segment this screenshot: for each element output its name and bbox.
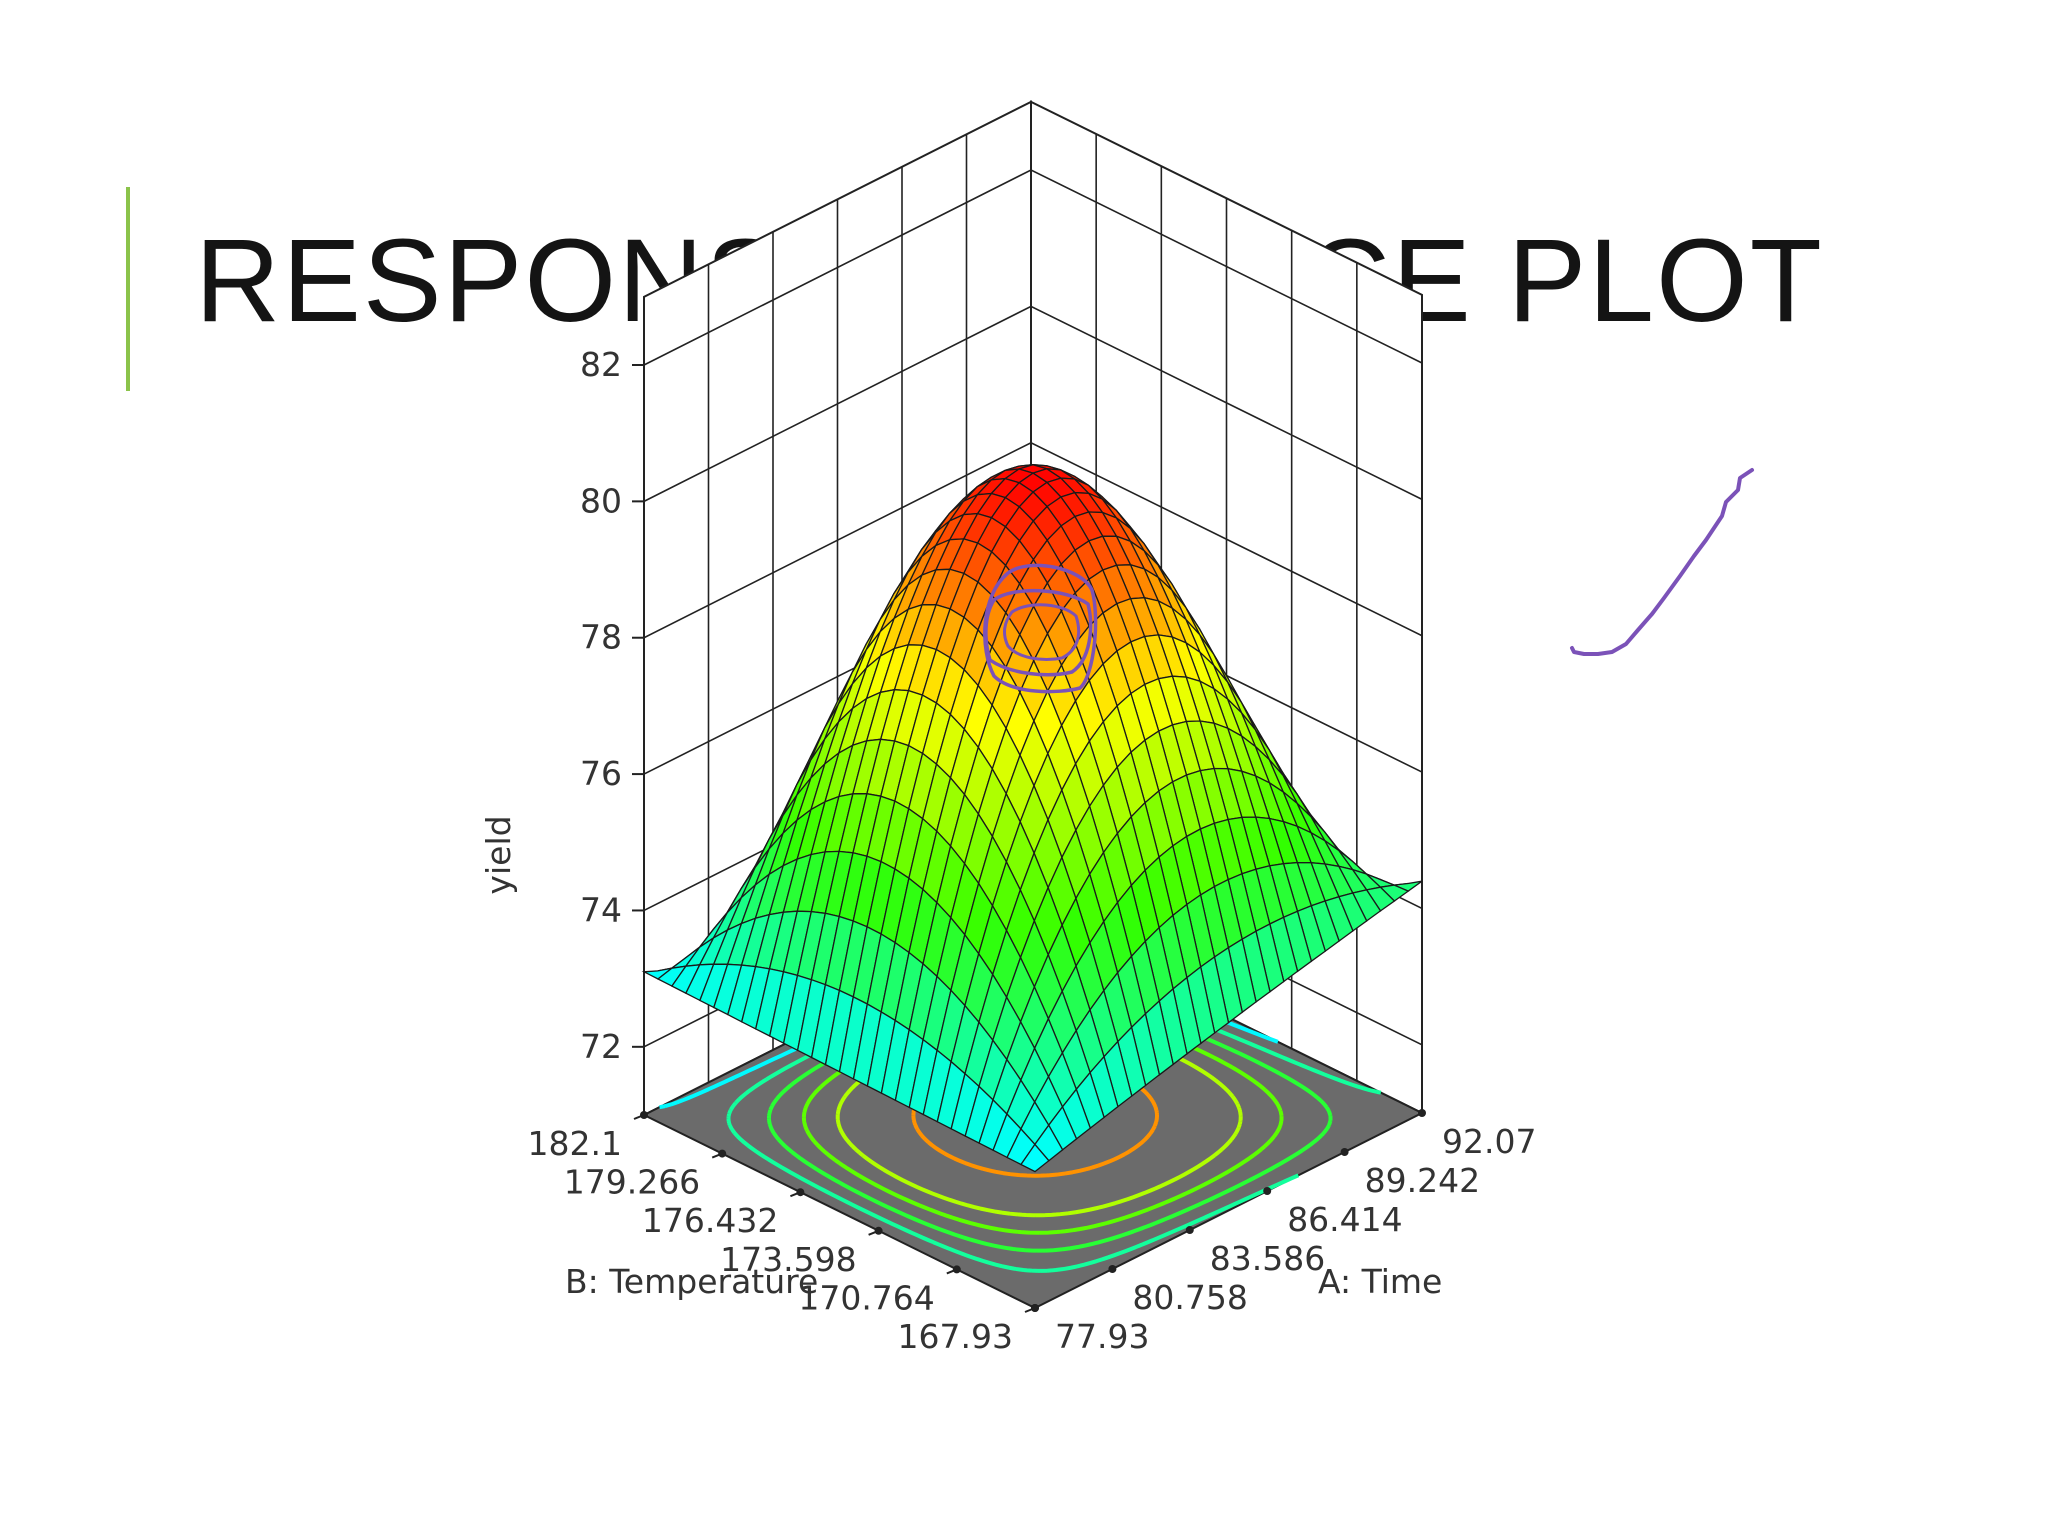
- temperature-tick-dot: [952, 1265, 961, 1274]
- time-tick-label: 89.242: [1365, 1161, 1480, 1200]
- response-surface-mesh: [641, 464, 1423, 1173]
- time-tick-dot: [1031, 1304, 1039, 1312]
- temperature-tick-dot: [640, 1111, 648, 1119]
- temperature-tick-dot: [718, 1149, 727, 1158]
- pen-circle-middle: [984, 588, 1093, 677]
- time-tick-dot: [1340, 1148, 1349, 1156]
- temperature-tick-label: 179.266: [564, 1163, 700, 1202]
- time-tick-dot: [1185, 1226, 1194, 1234]
- time-tick-dot: [1263, 1187, 1272, 1195]
- z-tick-label: 80: [580, 481, 622, 520]
- pen-annotations: [983, 468, 1754, 694]
- time-axis-title: A: Time: [1318, 1262, 1442, 1301]
- pen-stroke-right: [1570, 468, 1754, 656]
- temperature-tick-dot: [874, 1226, 883, 1235]
- z-tick-label: 72: [580, 1027, 622, 1066]
- temperature-tick-label: 173.598: [720, 1240, 856, 1279]
- z-tick-label: 82: [580, 345, 622, 384]
- temperature-tick-label: 182.1: [528, 1124, 622, 1163]
- time-tick-label: 77.93: [1055, 1317, 1149, 1356]
- z-tick-label: 78: [580, 618, 622, 657]
- temperature-tick-dot: [796, 1188, 805, 1197]
- axis-labels: yield B: Temperature A: Time: [479, 815, 1442, 1301]
- z-tick-label: 74: [580, 890, 622, 929]
- surface-cell: [1020, 1143, 1050, 1173]
- time-tick-label: 83.586: [1210, 1239, 1325, 1278]
- axis-ticks: 727476788082167.93170.764173.598176.4321…: [528, 345, 1537, 1356]
- time-tick-label: 92.07: [1442, 1122, 1536, 1161]
- temperature-tick-label: 167.93: [898, 1317, 1013, 1356]
- time-tick-label: 80.758: [1132, 1278, 1247, 1317]
- time-tick-label: 86.414: [1287, 1200, 1402, 1239]
- time-tick-dot: [1108, 1265, 1117, 1273]
- title-accent-bar: [126, 187, 130, 391]
- time-tick-dot: [1418, 1109, 1426, 1117]
- temperature-axis-title: B: Temperature: [565, 1262, 818, 1301]
- temperature-tick-label: 170.764: [798, 1278, 934, 1317]
- z-tick-label: 76: [580, 754, 622, 793]
- pen-circle-inner: [1003, 603, 1081, 661]
- temperature-tick-label: 176.432: [642, 1201, 778, 1240]
- z-axis-title: yield: [479, 815, 518, 894]
